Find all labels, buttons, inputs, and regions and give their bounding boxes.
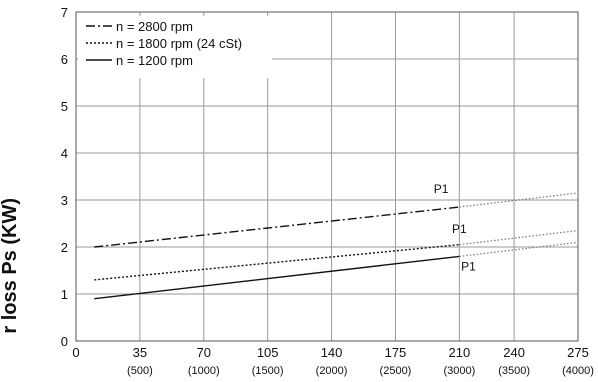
x-tick-sublabel: (1000)	[188, 365, 220, 377]
series-point-label: P1	[434, 182, 449, 196]
x-tick-label: 140	[321, 345, 343, 360]
x-tick-label: 275	[567, 345, 589, 360]
series-extension	[459, 229, 579, 246]
y-tick-label: 1	[61, 287, 68, 302]
series-extension	[459, 241, 579, 257]
series-3: P1	[94, 241, 579, 300]
y-tick-label: 2	[61, 240, 68, 255]
x-tick-label: 0	[72, 345, 79, 360]
y-tick-label: 5	[61, 99, 68, 114]
series-line	[94, 255, 460, 300]
x-tick-sublabel: (3500)	[498, 365, 530, 377]
y-tick-label: 3	[61, 193, 68, 208]
series-point-label: P1	[461, 260, 476, 274]
legend-entry: n = 1800 rpm (24 cSt)	[116, 36, 242, 51]
x-tick-label: 35	[133, 345, 147, 360]
plot-border	[75, 11, 579, 342]
x-tick-label: 105	[257, 345, 279, 360]
series-layer: P1 P1 P1	[94, 182, 579, 300]
x-tick-sublabel: (2500)	[380, 365, 412, 377]
y-tick-label: 7	[61, 5, 68, 20]
x-tick-sublabel: (500)	[127, 365, 153, 377]
x-tick-sublabel: (2000)	[316, 365, 348, 377]
series-2: P1	[94, 222, 579, 281]
series-point-label: P1	[452, 222, 467, 236]
x-axis-ticks: 0 35 (500) 70 (1000) 105 (1500) 140 (2000) 175 (25…	[72, 345, 594, 377]
series-extension	[459, 192, 579, 208]
y-tick-label: 6	[61, 52, 68, 67]
legend: n = 2800 rpm n = 1800 rpm (24 cSt) n = 120…	[78, 16, 272, 78]
legend-entry: n = 1200 rpm	[116, 53, 193, 68]
series-1: P1	[94, 182, 579, 248]
series-line	[94, 243, 460, 281]
x-tick-label: 70	[197, 345, 211, 360]
x-tick-sublabel: (4000)	[562, 365, 594, 377]
plot-frame	[75, 11, 579, 342]
x-tick-label: 210	[448, 345, 470, 360]
y-tick-label: 4	[61, 146, 68, 161]
x-tick-label: 240	[503, 345, 525, 360]
x-tick-label: 175	[385, 345, 407, 360]
legend-entry: n = 2800 rpm	[116, 19, 193, 34]
series-line	[94, 206, 460, 248]
x-tick-sublabel: (1500)	[252, 365, 284, 377]
x-tick-sublabel: (3000)	[443, 365, 475, 377]
y-tick-label: 0	[61, 334, 68, 349]
y-axis-label: r loss Ps (KW)	[0, 198, 21, 334]
y-axis-ticks: 0 1 2 3 4 5 6 7	[61, 5, 68, 349]
